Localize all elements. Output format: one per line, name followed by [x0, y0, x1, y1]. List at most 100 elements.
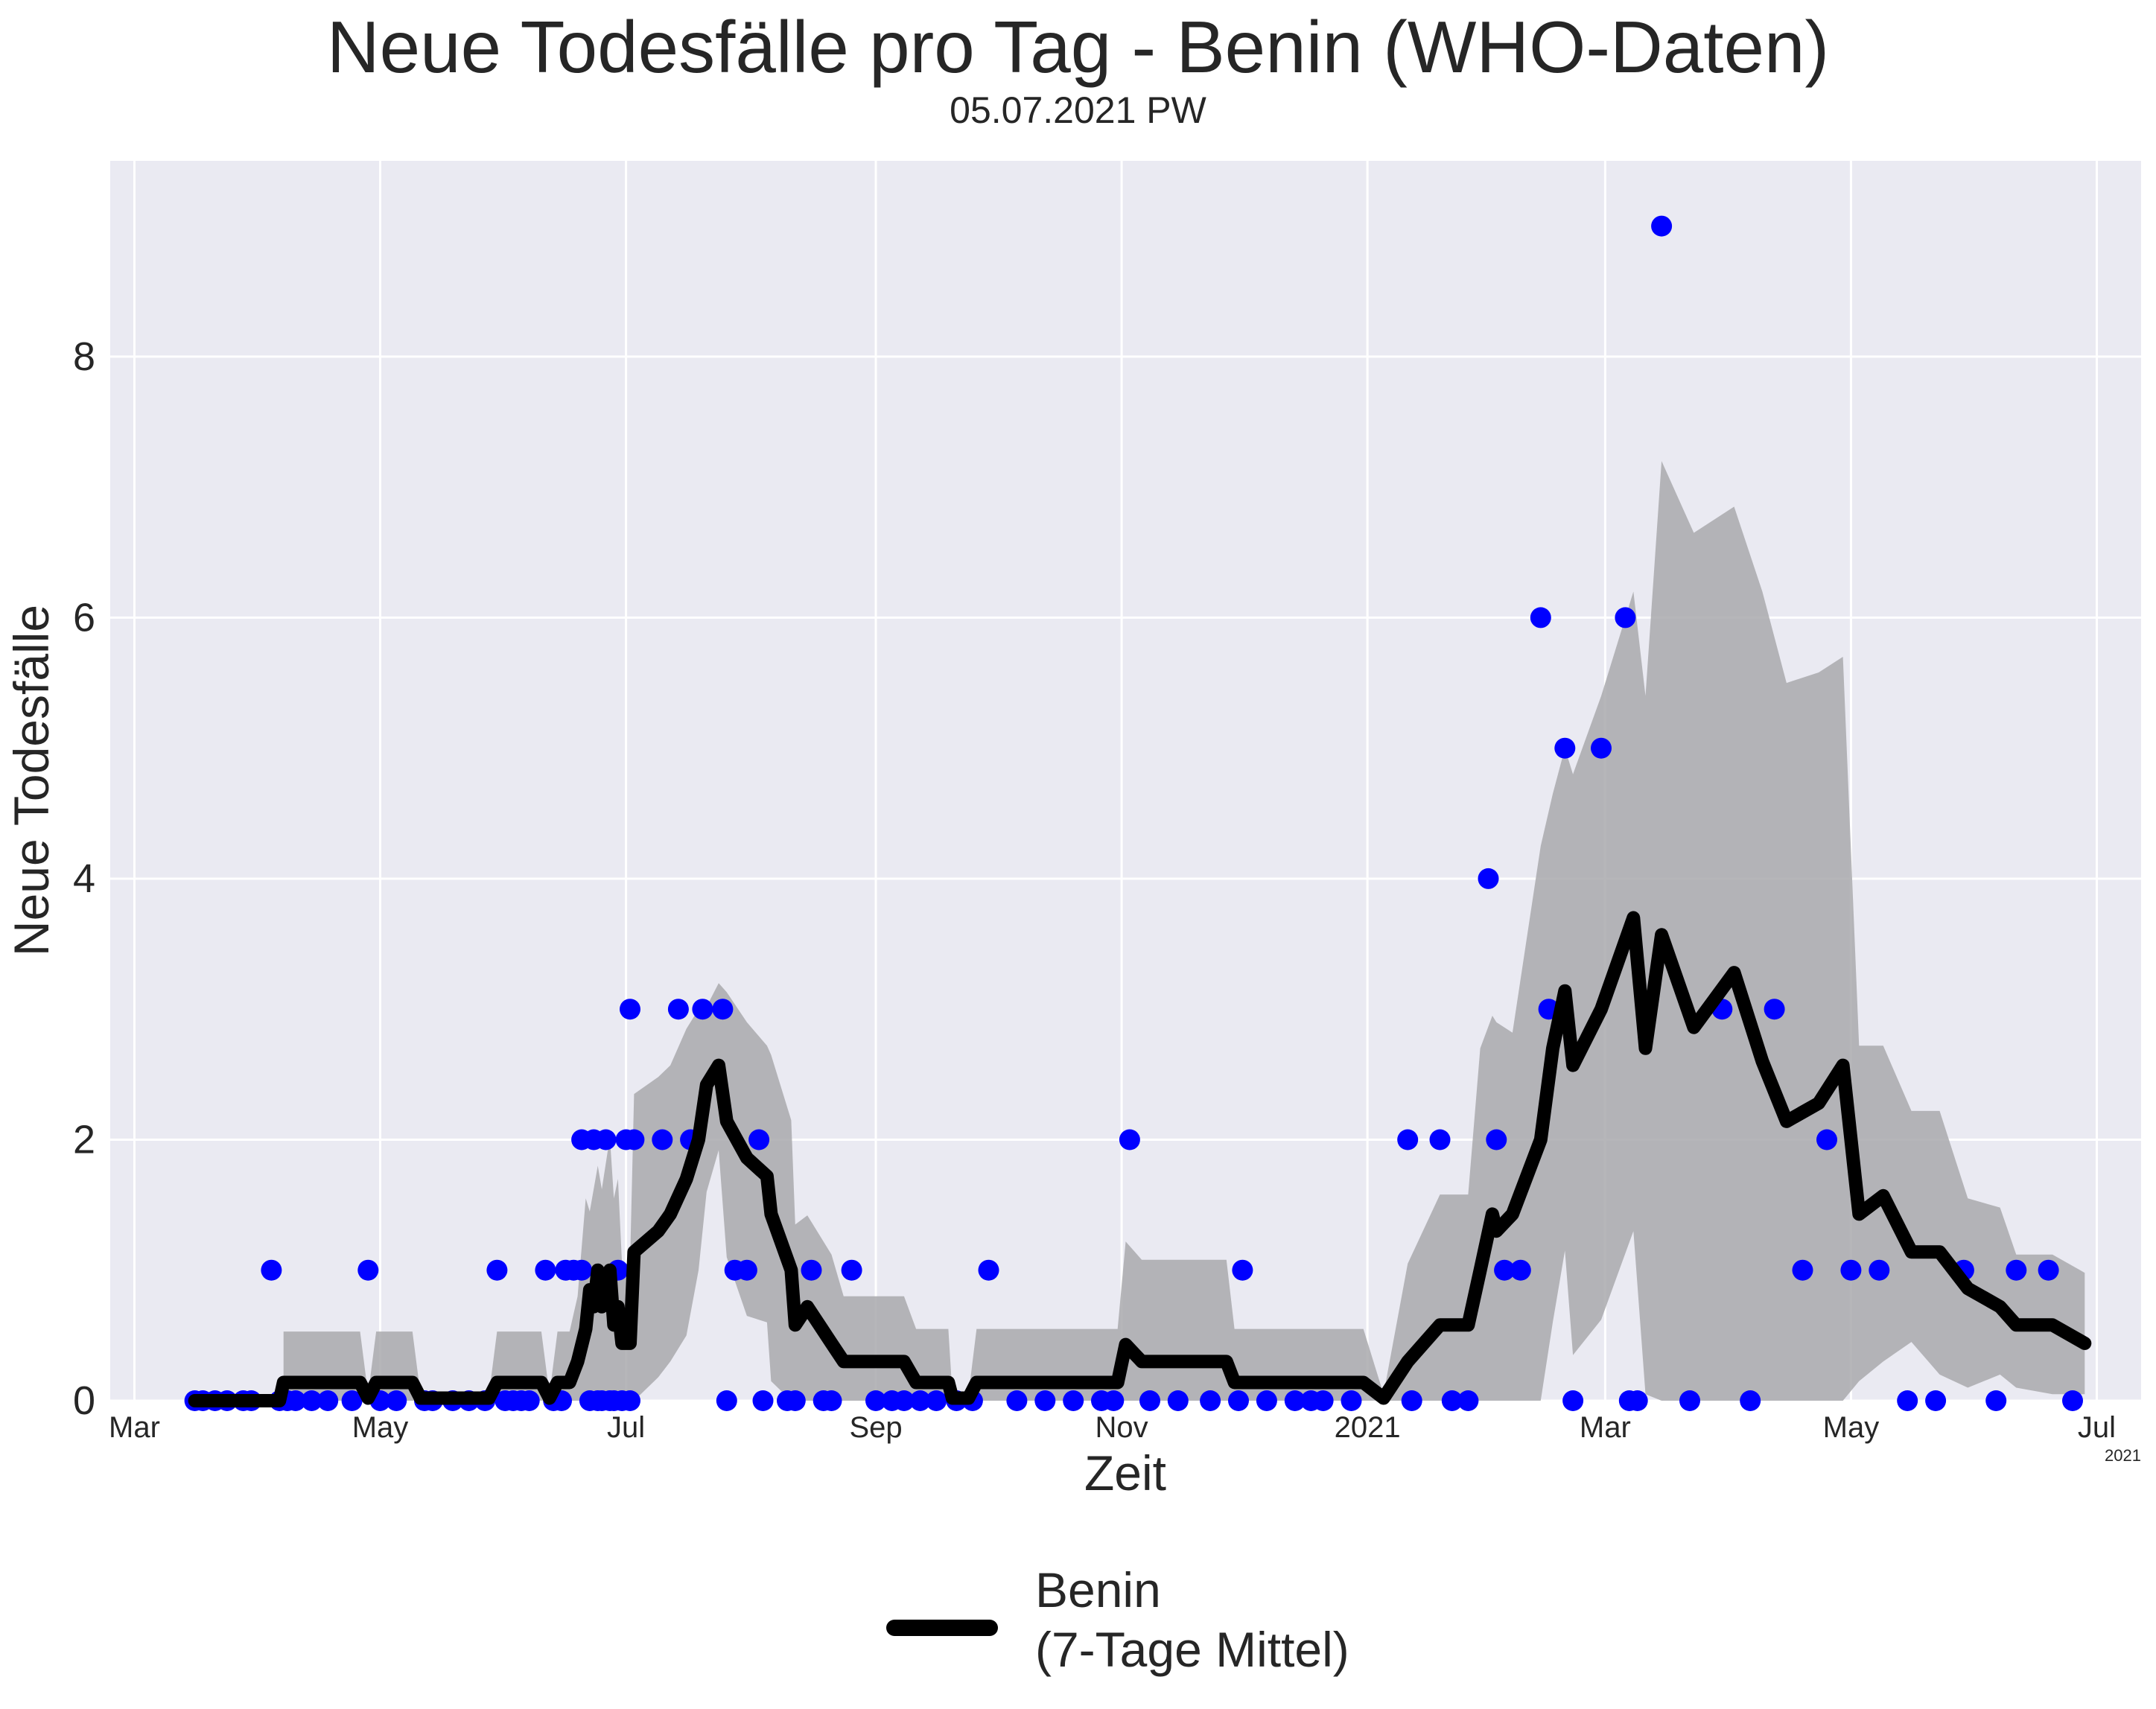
scatter-point-100	[1615, 607, 1636, 628]
scatter-point-117	[2038, 1259, 2059, 1281]
x-tick-label-7: May	[1823, 1411, 1880, 1444]
y-tick-label-0: 0	[73, 1378, 95, 1423]
scatter-point-70	[1006, 1390, 1028, 1411]
y-tick-label-1: 2	[73, 1117, 95, 1162]
x-tick-label-1: May	[352, 1411, 409, 1444]
scatter-point-46	[652, 1129, 673, 1151]
scatter-point-86	[1397, 1129, 1419, 1151]
scatter-point-53	[736, 1259, 757, 1281]
scatter-point-64	[893, 1390, 915, 1411]
scatter-point-80	[1232, 1259, 1253, 1281]
scatter-point-51	[716, 1390, 737, 1411]
scatter-point-10	[301, 1390, 322, 1411]
legend-swatch-benin	[886, 1620, 998, 1636]
scatter-point-84	[1312, 1390, 1334, 1411]
scatter-point-57	[784, 1390, 806, 1411]
x-tick-label-6: Mar	[1580, 1411, 1631, 1444]
scatter-point-104	[1679, 1390, 1700, 1411]
scatter-point-102	[1626, 1390, 1648, 1411]
x-tick-label-4: Nov	[1096, 1411, 1148, 1444]
x-tick-label-2: Jul	[607, 1411, 645, 1444]
y-tick-label-2: 4	[73, 856, 95, 901]
scatter-point-111	[1869, 1259, 1890, 1281]
scatter-point-103	[1651, 215, 1673, 237]
x-tick-label-3: Sep	[849, 1411, 902, 1444]
scatter-point-81	[1256, 1390, 1277, 1411]
scatter-point-62	[865, 1390, 886, 1411]
scatter-point-50	[712, 999, 734, 1020]
series-line-benin	[188, 911, 2092, 1407]
x-offset-label: 2021	[2105, 1446, 2141, 1465]
scatter-point-55	[752, 1390, 774, 1411]
scatter-point-88	[1429, 1129, 1451, 1151]
chart-subtitle: 05.07.2021 PW	[950, 89, 1206, 131]
scatter-point-92	[1486, 1129, 1507, 1151]
scatter-point-116	[2006, 1259, 2027, 1281]
scatter-point-58	[801, 1259, 822, 1281]
scatter-point-49	[692, 999, 713, 1020]
scatter-point-13	[357, 1259, 379, 1281]
scatter-point-25	[518, 1390, 540, 1411]
scatter-point-85	[1341, 1390, 1362, 1411]
y-tick-label-4: 8	[73, 334, 95, 379]
scatter-point-106	[1740, 1390, 1761, 1411]
scatter-point-87	[1401, 1390, 1422, 1411]
x-axis-ticks: Mar May Jul Sep Nov 2021 Mar May Jul	[109, 1411, 2116, 1444]
scatter-point-71	[1034, 1390, 1056, 1411]
scatter-point-43	[620, 1390, 640, 1411]
scatter-point-11	[317, 1390, 339, 1411]
scatter-point-95	[1530, 607, 1551, 628]
line-layer	[188, 911, 2092, 1407]
scatter-point-75	[1119, 1129, 1140, 1151]
y-axis-label: Neue Todesfälle	[4, 605, 59, 956]
scatter-point-110	[1840, 1259, 1862, 1281]
x-axis-label: Zeit	[1084, 1445, 1166, 1500]
confidence-band	[283, 461, 2085, 1401]
scatter-point-112	[1897, 1390, 1918, 1411]
scatter-point-47	[667, 999, 689, 1020]
scatter-point-109	[1816, 1129, 1837, 1151]
scatter-point-115	[1985, 1390, 2007, 1411]
band-layer	[283, 461, 2085, 1401]
scatter-point-54	[748, 1129, 770, 1151]
scatter-point-69	[978, 1259, 999, 1281]
scatter-point-74	[1103, 1390, 1125, 1411]
scatter-point-37	[595, 1129, 617, 1151]
scatter-point-78	[1200, 1390, 1221, 1411]
scatter-point-60	[821, 1390, 842, 1411]
legend-label-benin: Benin (7-Tage Mittel)	[1035, 1562, 1349, 1677]
scatter-point-26	[535, 1259, 556, 1281]
scatter-point-118	[2062, 1390, 2083, 1411]
y-axis-ticks: 0 2 4 6 8	[73, 334, 95, 1423]
scatter-point-44	[620, 999, 640, 1020]
scatter-point-91	[1478, 868, 1499, 889]
scatter-point-66	[926, 1390, 947, 1411]
y-tick-label-3: 6	[73, 595, 95, 640]
scatter-point-65	[909, 1390, 931, 1411]
scatter-point-45	[623, 1129, 645, 1151]
scatter-point-98	[1562, 1390, 1584, 1411]
scatter-point-76	[1139, 1390, 1160, 1411]
scatter-point-82	[1284, 1390, 1306, 1411]
scatter-point-9	[284, 1390, 306, 1411]
scatter-point-72	[1063, 1390, 1084, 1411]
scatter-point-31	[571, 1259, 593, 1281]
scatter-point-93	[1494, 1259, 1516, 1281]
scatter-point-97	[1554, 737, 1576, 759]
scatter-point-90	[1457, 1390, 1479, 1411]
scatter-point-113	[1925, 1390, 1947, 1411]
chart-title: Neue Todesfälle pro Tag - Benin (WHO-Dat…	[326, 6, 1830, 88]
scatter-point-108	[1792, 1259, 1813, 1281]
x-tick-label-5: 2021	[1335, 1411, 1401, 1444]
scatter-point-94	[1510, 1259, 1531, 1281]
scatter-point-89	[1441, 1390, 1463, 1411]
scatter-point-15	[386, 1390, 407, 1411]
scatter-point-79	[1228, 1390, 1249, 1411]
scatter-point-77	[1167, 1390, 1189, 1411]
scatter-point-6	[261, 1259, 282, 1281]
scatter-point-61	[841, 1259, 862, 1281]
x-tick-label-8: Jul	[2078, 1411, 2116, 1444]
scatter-point-107	[1764, 999, 1785, 1020]
scatter-point-12	[341, 1390, 363, 1411]
